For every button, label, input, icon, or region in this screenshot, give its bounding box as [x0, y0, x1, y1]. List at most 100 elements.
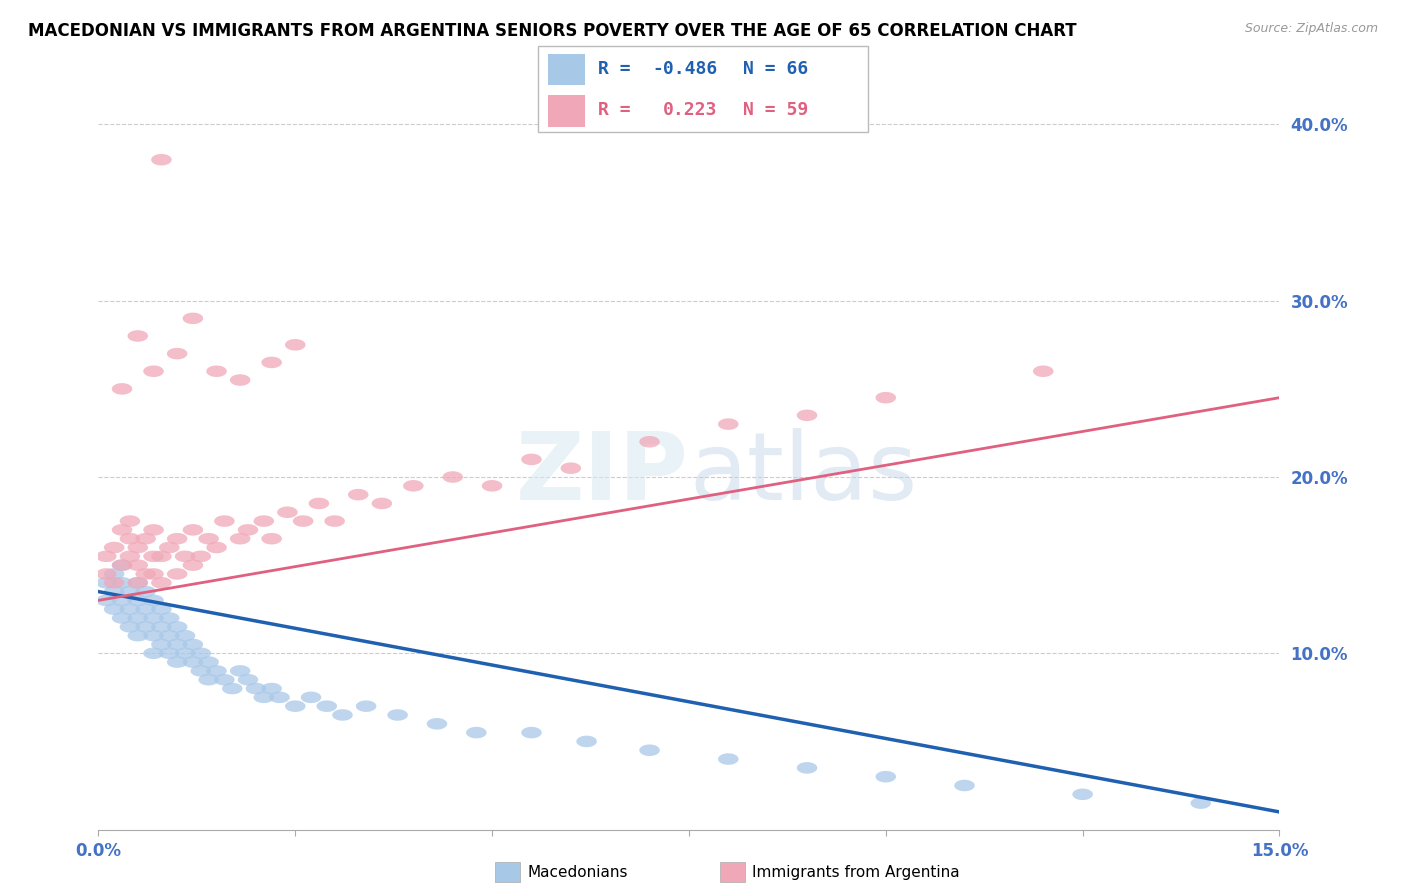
Point	[205, 364, 228, 378]
Point	[205, 664, 228, 678]
Point	[111, 558, 134, 573]
Point	[118, 549, 141, 564]
Point	[118, 620, 141, 634]
Point	[135, 620, 157, 634]
Point	[135, 602, 157, 616]
Point	[96, 575, 118, 590]
Point	[229, 532, 252, 546]
Point	[118, 602, 141, 616]
Point	[717, 752, 740, 766]
Point	[127, 593, 149, 607]
Point	[197, 673, 219, 687]
Text: MACEDONIAN VS IMMIGRANTS FROM ARGENTINA SENIORS POVERTY OVER THE AGE OF 65 CORRE: MACEDONIAN VS IMMIGRANTS FROM ARGENTINA …	[28, 22, 1077, 40]
Point	[166, 655, 188, 669]
Point	[150, 637, 173, 651]
Point	[174, 549, 197, 564]
Point	[323, 514, 346, 528]
Point	[441, 470, 464, 484]
Text: -0.486: -0.486	[652, 60, 717, 78]
Point	[638, 434, 661, 449]
Point	[520, 725, 543, 739]
Point	[135, 584, 157, 599]
Point	[127, 541, 149, 555]
Point	[269, 690, 291, 705]
FancyBboxPatch shape	[537, 46, 869, 132]
Point	[142, 364, 165, 378]
Point	[150, 620, 173, 634]
Text: atlas: atlas	[689, 428, 917, 520]
Text: Source: ZipAtlas.com: Source: ZipAtlas.com	[1244, 22, 1378, 36]
Point	[197, 655, 219, 669]
Point	[221, 681, 243, 696]
Point	[190, 664, 212, 678]
Point	[332, 708, 354, 723]
Point	[111, 558, 134, 573]
Point	[205, 541, 228, 555]
Point	[1071, 787, 1094, 801]
Text: Macedonians: Macedonians	[527, 865, 627, 880]
Point	[292, 514, 315, 528]
Point	[150, 602, 173, 616]
Point	[166, 637, 188, 651]
Point	[953, 779, 976, 793]
Point	[127, 611, 149, 625]
Point	[875, 391, 897, 405]
Point	[142, 646, 165, 660]
Point	[157, 611, 180, 625]
Point	[127, 575, 149, 590]
Point	[284, 338, 307, 352]
Point	[103, 541, 125, 555]
Point	[560, 461, 582, 475]
Bar	[548, 54, 585, 85]
Point	[96, 566, 118, 581]
Text: N = 59: N = 59	[744, 101, 808, 120]
Point	[142, 629, 165, 643]
Point	[181, 637, 204, 651]
Point	[236, 523, 259, 537]
Point	[142, 593, 165, 607]
Point	[111, 611, 134, 625]
Text: Immigrants from Argentina: Immigrants from Argentina	[752, 865, 960, 880]
Text: ZIP: ZIP	[516, 428, 689, 520]
Point	[150, 575, 173, 590]
Point	[260, 532, 283, 546]
Point	[520, 452, 543, 467]
Point	[315, 699, 337, 714]
Point	[96, 549, 118, 564]
Point	[127, 575, 149, 590]
Point	[308, 496, 330, 510]
Point	[181, 311, 204, 326]
Point	[638, 743, 661, 757]
Point	[111, 523, 134, 537]
Point	[157, 629, 180, 643]
Point	[142, 611, 165, 625]
Point	[181, 655, 204, 669]
Point	[157, 541, 180, 555]
Point	[127, 558, 149, 573]
Point	[796, 409, 818, 423]
Point	[135, 532, 157, 546]
Point	[111, 382, 134, 396]
Point	[181, 523, 204, 537]
Point	[103, 575, 125, 590]
Point	[127, 629, 149, 643]
Point	[166, 532, 188, 546]
Point	[150, 153, 173, 167]
Point	[181, 558, 204, 573]
Point	[260, 681, 283, 696]
Point	[347, 488, 370, 502]
Point	[214, 673, 236, 687]
Text: N = 66: N = 66	[744, 60, 808, 78]
Point	[127, 329, 149, 343]
Text: R =: R =	[599, 60, 643, 78]
Point	[481, 479, 503, 493]
Point	[214, 514, 236, 528]
Text: R =: R =	[599, 101, 652, 120]
Point	[96, 593, 118, 607]
Point	[142, 523, 165, 537]
Point	[111, 593, 134, 607]
Bar	[495, 863, 520, 882]
Point	[174, 629, 197, 643]
Point	[1032, 364, 1054, 378]
Point	[166, 346, 188, 360]
